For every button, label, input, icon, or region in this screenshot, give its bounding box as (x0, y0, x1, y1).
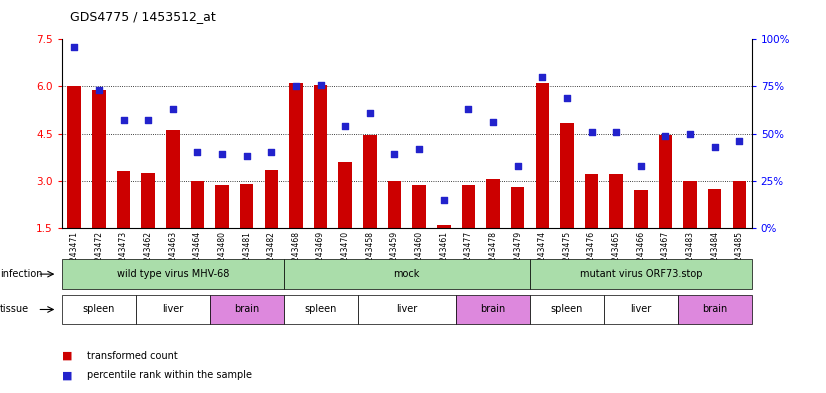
Point (240, 153, 254, 160)
Point (264, 149, 278, 156)
Text: brain: brain (702, 305, 728, 314)
Bar (363, 135, 377, 228)
Bar (437, 225, 450, 228)
Bar (683, 181, 697, 228)
Point (708, 144, 721, 150)
Point (363, 110, 377, 116)
Bar (339, 162, 352, 228)
Bar (560, 123, 574, 228)
Text: GDS4775 / 1453512_at: GDS4775 / 1453512_at (70, 10, 216, 23)
Text: mutant virus ORF73.stop: mutant virus ORF73.stop (580, 269, 702, 279)
Text: mock: mock (394, 269, 420, 279)
Bar (191, 181, 204, 228)
Bar (216, 185, 229, 228)
Point (412, 145, 425, 152)
Point (68, 44, 81, 50)
Point (683, 130, 696, 137)
Text: transformed count: transformed count (87, 351, 178, 361)
Bar (314, 85, 327, 228)
Bar (387, 181, 401, 228)
Point (511, 163, 525, 169)
Bar (289, 83, 303, 228)
Point (339, 123, 352, 129)
Point (487, 119, 500, 125)
Point (93, 87, 106, 94)
Text: percentile rank within the sample: percentile rank within the sample (87, 370, 252, 380)
Point (437, 196, 450, 203)
Text: ■: ■ (62, 351, 73, 361)
Bar (264, 170, 278, 228)
Point (141, 117, 154, 123)
Bar (68, 86, 81, 228)
Bar (733, 181, 746, 228)
Point (585, 129, 598, 135)
Text: tissue: tissue (0, 305, 29, 314)
Bar (166, 130, 179, 228)
Bar (240, 184, 254, 228)
Text: wild type virus MHV-68: wild type virus MHV-68 (116, 269, 229, 279)
Point (733, 138, 746, 144)
Bar (708, 189, 721, 228)
Text: liver: liver (630, 305, 652, 314)
Bar (93, 90, 106, 228)
Text: brain: brain (234, 305, 259, 314)
Text: liver: liver (396, 305, 417, 314)
Text: spleen: spleen (83, 305, 115, 314)
Bar (487, 179, 500, 228)
Point (289, 83, 302, 90)
Point (610, 129, 623, 135)
Bar (585, 174, 598, 228)
Point (659, 132, 672, 139)
Point (314, 81, 327, 88)
Bar (141, 173, 155, 228)
Text: spleen: spleen (305, 305, 337, 314)
Text: spleen: spleen (551, 305, 583, 314)
Point (634, 163, 648, 169)
Bar (462, 185, 475, 228)
Point (216, 151, 229, 158)
Text: infection: infection (0, 269, 42, 279)
Text: ■: ■ (62, 370, 73, 380)
Bar (510, 187, 525, 228)
Point (117, 117, 131, 123)
Bar (634, 190, 648, 228)
Point (536, 74, 549, 80)
Bar (658, 135, 672, 228)
Bar (610, 174, 623, 228)
Point (191, 149, 204, 156)
Point (560, 95, 573, 101)
Point (388, 151, 401, 158)
Text: brain: brain (481, 305, 506, 314)
Text: liver: liver (162, 305, 183, 314)
Bar (116, 171, 131, 228)
Point (462, 106, 475, 112)
Point (166, 106, 179, 112)
Bar (412, 185, 426, 228)
Bar (535, 83, 549, 228)
